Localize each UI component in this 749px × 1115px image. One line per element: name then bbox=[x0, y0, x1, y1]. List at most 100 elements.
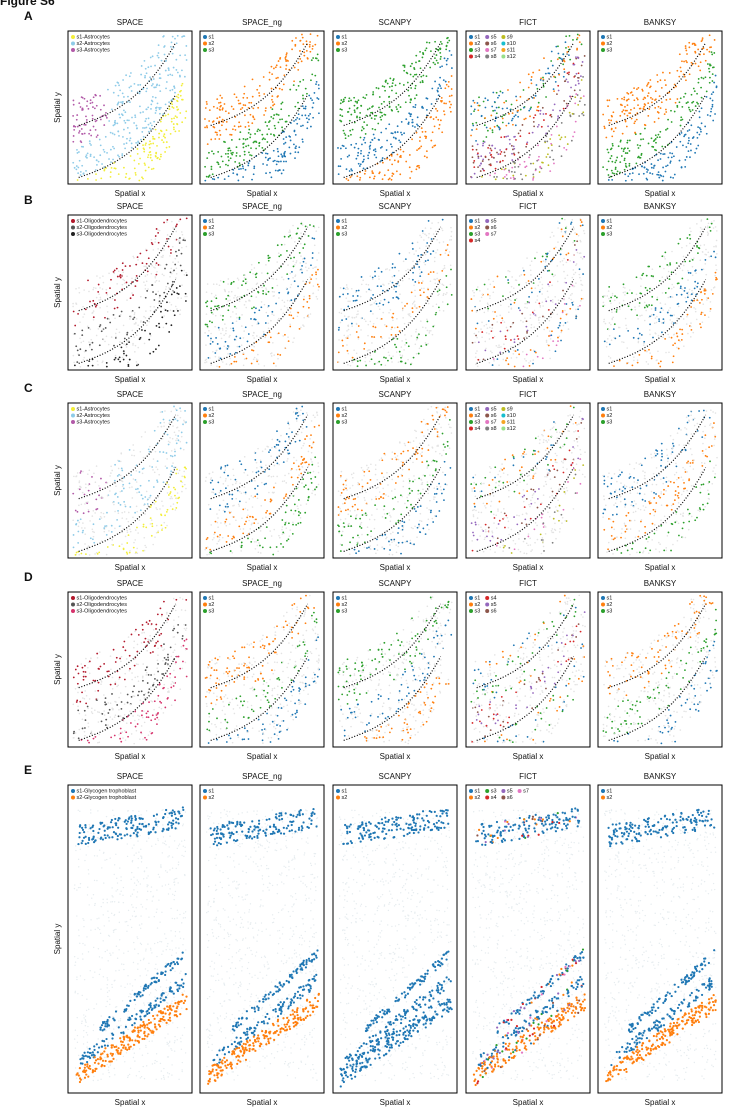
cell-dot bbox=[175, 409, 178, 412]
cell-dot bbox=[221, 107, 224, 110]
cell-dot bbox=[96, 552, 99, 555]
cell-dot bbox=[423, 261, 425, 264]
cell-dot bbox=[577, 103, 580, 106]
cell-dot bbox=[710, 110, 712, 113]
cell-dot bbox=[579, 224, 582, 227]
cell-dot bbox=[525, 145, 528, 148]
cell-dot bbox=[273, 114, 276, 116]
cell-dot bbox=[380, 363, 383, 366]
cell-dot bbox=[684, 47, 687, 50]
cell-dot bbox=[264, 336, 267, 339]
cell-dot bbox=[503, 151, 506, 154]
cell-dot bbox=[391, 163, 394, 166]
cell-dot bbox=[481, 160, 484, 162]
cell-dot bbox=[679, 124, 682, 127]
cell-dot bbox=[284, 333, 286, 336]
cell-dot bbox=[694, 105, 697, 107]
cell-dot bbox=[89, 153, 92, 156]
cell-dot bbox=[688, 233, 691, 236]
cell-dot bbox=[144, 76, 146, 79]
cell-dot bbox=[115, 328, 118, 331]
cell-dot bbox=[637, 147, 640, 149]
cell-dot bbox=[129, 528, 131, 530]
cell-dot bbox=[225, 347, 228, 349]
cell-dot bbox=[526, 257, 528, 259]
cell-dot bbox=[415, 331, 417, 333]
cell-dot bbox=[415, 73, 418, 76]
cell-dot bbox=[670, 121, 673, 123]
cell-dot bbox=[624, 294, 626, 296]
cell-dot bbox=[390, 132, 393, 135]
cell-dot bbox=[168, 101, 171, 104]
cell-dot bbox=[127, 511, 130, 514]
cell-dot bbox=[380, 111, 383, 114]
cell-dot bbox=[86, 100, 89, 103]
cell-dot bbox=[219, 101, 222, 104]
panel-title: SPACE_ng bbox=[242, 390, 282, 399]
cell-dot bbox=[696, 282, 699, 285]
cell-dot bbox=[113, 358, 116, 361]
cell-dot bbox=[212, 350, 214, 353]
cell-dot bbox=[535, 351, 537, 354]
cell-dot bbox=[267, 159, 269, 161]
cell-dot bbox=[424, 49, 427, 52]
cell-dot bbox=[215, 350, 218, 352]
cell-dot bbox=[358, 178, 361, 181]
cell-dot bbox=[140, 65, 143, 67]
cell-dot bbox=[172, 310, 175, 312]
cell-dot bbox=[557, 52, 560, 55]
cell-dot bbox=[399, 354, 402, 356]
cell-dot bbox=[573, 273, 575, 276]
cell-dot bbox=[256, 335, 258, 337]
cell-dot bbox=[171, 35, 174, 38]
cell-dot bbox=[606, 148, 609, 151]
cell-dot bbox=[694, 269, 697, 272]
cell-dot bbox=[663, 320, 666, 323]
cell-dot bbox=[688, 46, 691, 49]
cell-dot bbox=[155, 507, 158, 509]
cell-dot bbox=[304, 233, 306, 236]
cell-dot bbox=[268, 78, 271, 81]
cell-dot bbox=[129, 101, 131, 104]
legend-swatch bbox=[469, 238, 473, 243]
cell-dot bbox=[110, 472, 112, 474]
cell-dot bbox=[345, 318, 348, 320]
cell-dot bbox=[399, 173, 402, 176]
cell-dot bbox=[350, 322, 353, 325]
cell-dot bbox=[696, 136, 699, 139]
cell-dot bbox=[283, 74, 286, 77]
cell-dot bbox=[548, 285, 551, 287]
cell-dot bbox=[297, 61, 300, 64]
cell-dot bbox=[524, 117, 527, 120]
cell-dot bbox=[384, 268, 387, 271]
cell-dot bbox=[174, 305, 177, 308]
cell-dot bbox=[414, 126, 416, 128]
cell-dot bbox=[369, 141, 372, 144]
cell-dot bbox=[368, 147, 371, 150]
cell-dot bbox=[372, 133, 375, 136]
cell-dot bbox=[646, 289, 649, 292]
cell-dot bbox=[528, 154, 531, 156]
cell-dot bbox=[560, 155, 563, 158]
cell-dot bbox=[254, 133, 256, 135]
cell-dot bbox=[299, 40, 302, 42]
cell-dot bbox=[442, 310, 445, 312]
cell-dot bbox=[98, 494, 100, 497]
cell-dot bbox=[487, 307, 490, 310]
cell-dot bbox=[309, 41, 311, 43]
cell-dot bbox=[567, 73, 570, 76]
cell-dot bbox=[415, 54, 418, 57]
cell-dot bbox=[503, 343, 505, 345]
cell-dot bbox=[123, 128, 125, 131]
cell-dot bbox=[150, 79, 153, 82]
cell-dot bbox=[263, 93, 266, 95]
cell-dot bbox=[712, 287, 715, 289]
legend-swatch bbox=[485, 232, 490, 236]
cell-dot bbox=[549, 281, 551, 284]
scatter bbox=[337, 218, 453, 368]
cell-dot bbox=[665, 111, 668, 113]
cell-dot bbox=[557, 241, 559, 243]
cell-dot bbox=[84, 503, 86, 505]
cell-dot bbox=[342, 287, 345, 290]
cell-dot bbox=[380, 102, 383, 105]
